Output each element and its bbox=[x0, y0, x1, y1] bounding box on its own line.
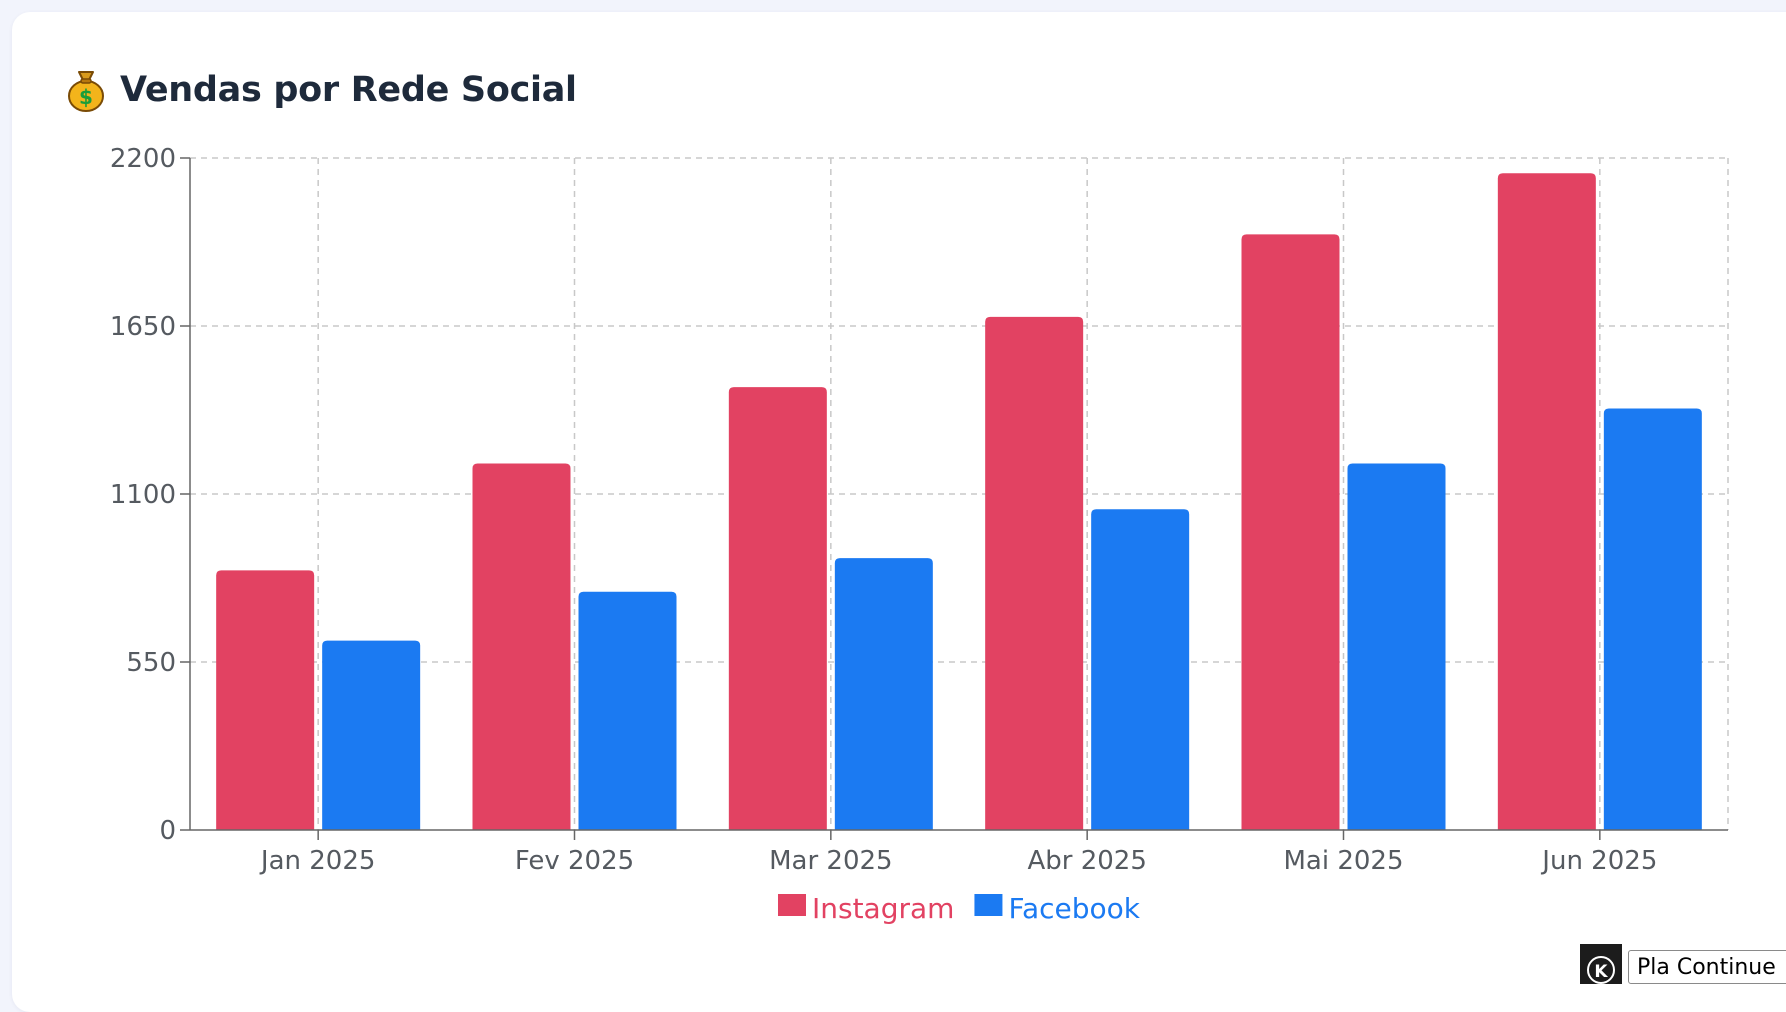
bar-facebook-1[interactable] bbox=[578, 591, 677, 830]
bar-facebook-5[interactable] bbox=[1603, 408, 1702, 830]
svg-text:$: $ bbox=[79, 85, 93, 109]
chart-area: 0 550 1100 1650 2200 Jan 2025 Fev 2025 Mar 2025… bbox=[110, 144, 1729, 925]
k-logo-icon[interactable]: K bbox=[1587, 956, 1615, 984]
x-tick-label: Mai 2025 bbox=[1283, 846, 1403, 876]
legend-label-facebook[interactable]: Facebook bbox=[1008, 892, 1140, 925]
card-title: Vendas por Rede Social bbox=[120, 70, 577, 110]
bar-facebook-0[interactable] bbox=[322, 640, 421, 830]
bar-facebook-4[interactable] bbox=[1347, 463, 1446, 830]
legend-swatch-instagram[interactable] bbox=[777, 894, 806, 916]
money-bag-icon: $ bbox=[68, 71, 104, 112]
bar-instagram-3[interactable] bbox=[985, 316, 1084, 830]
bar-instagram-5[interactable] bbox=[1497, 173, 1596, 831]
y-tick-label: 550 bbox=[126, 648, 176, 678]
bar-facebook-3[interactable] bbox=[1091, 509, 1190, 830]
x-tick-label: Abr 2025 bbox=[1027, 846, 1146, 876]
x-tick-label: Jan 2025 bbox=[259, 846, 376, 876]
y-tick-label: 1100 bbox=[110, 480, 176, 510]
sales-card bbox=[12, 12, 1786, 1012]
card-header: $ Vendas por Rede Social bbox=[66, 66, 577, 114]
bar-instagram-0[interactable] bbox=[216, 570, 315, 830]
x-tick-label: Mar 2025 bbox=[769, 846, 893, 876]
corner-widget-field[interactable]: Pla Continue bbox=[1628, 950, 1786, 984]
y-tick-label: 2200 bbox=[110, 144, 176, 174]
y-tick-label: 0 bbox=[159, 816, 176, 846]
legend-swatch-facebook[interactable] bbox=[974, 894, 1003, 916]
legend-label-instagram[interactable]: Instagram bbox=[812, 892, 954, 925]
bar-instagram-1[interactable] bbox=[472, 463, 571, 830]
x-tick-label: Fev 2025 bbox=[515, 846, 634, 876]
bar-chart: 0 550 1100 1650 2200 Jan 2025 Fev 2025 Mar 2025… bbox=[110, 144, 1729, 925]
bar-facebook-2[interactable] bbox=[834, 558, 933, 830]
bar-instagram-2[interactable] bbox=[728, 387, 827, 830]
x-tick-label: Jun 2025 bbox=[1540, 846, 1657, 876]
corner-widget[interactable]: K Pla Continue bbox=[1580, 944, 1786, 984]
corner-icon-box[interactable]: K bbox=[1580, 944, 1622, 984]
y-tick-label: 1650 bbox=[110, 312, 176, 342]
bar-instagram-4[interactable] bbox=[1241, 234, 1340, 830]
